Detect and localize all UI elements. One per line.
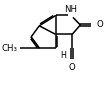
Text: O: O — [96, 20, 103, 29]
Text: H: H — [60, 51, 66, 60]
Text: O: O — [69, 63, 75, 72]
Text: NH: NH — [65, 5, 78, 14]
Text: CH₃: CH₃ — [1, 44, 18, 53]
